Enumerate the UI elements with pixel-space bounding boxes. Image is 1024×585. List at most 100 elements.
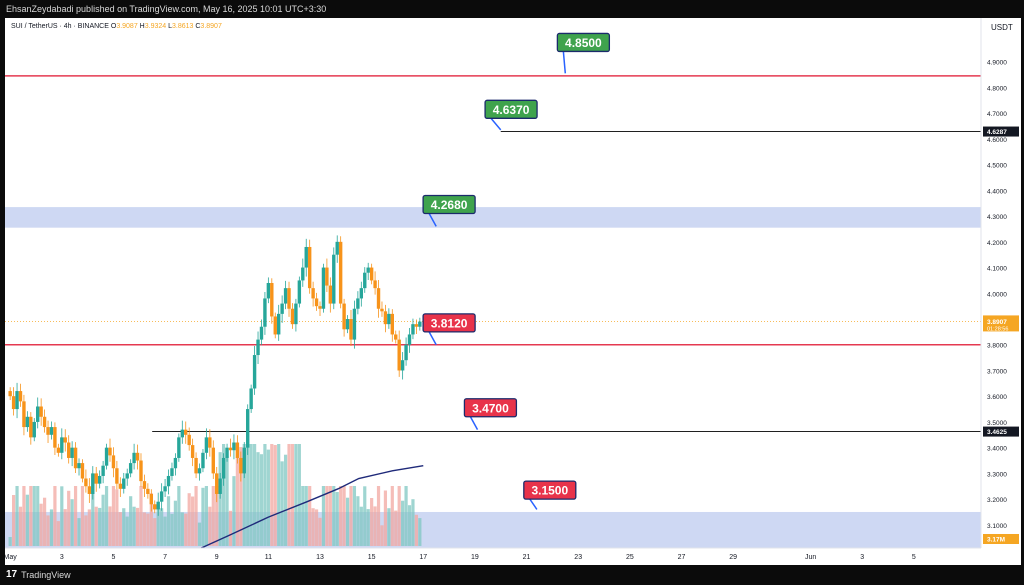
candle-body[interactable] [335, 241, 339, 255]
candle-body[interactable] [42, 416, 47, 428]
candle-body[interactable] [311, 288, 315, 299]
candle-body[interactable] [36, 406, 40, 422]
candle-body[interactable] [108, 447, 112, 456]
candle-body[interactable] [342, 303, 346, 330]
candle-body[interactable] [163, 486, 167, 492]
candle-body[interactable] [266, 283, 271, 299]
candle-body[interactable] [215, 473, 219, 494]
candle-body[interactable] [332, 254, 336, 304]
candle-body[interactable] [366, 267, 370, 273]
candle-body[interactable] [411, 324, 415, 335]
candle-body[interactable] [128, 463, 133, 474]
price-axis[interactable] [981, 18, 1021, 565]
candle-body[interactable] [73, 447, 78, 469]
candle-body[interactable] [369, 267, 374, 281]
candle-body[interactable] [115, 468, 119, 484]
candle-body[interactable] [259, 326, 264, 340]
callout-box-4.6370[interactable] [484, 99, 538, 119]
callout-box-3.1500[interactable] [523, 480, 577, 500]
candle-body[interactable] [232, 442, 236, 451]
candle-body[interactable] [204, 437, 209, 453]
candle-body[interactable] [29, 416, 33, 438]
candle-body[interactable] [125, 473, 129, 479]
candle-body[interactable] [307, 246, 312, 289]
candle-body[interactable] [373, 280, 377, 289]
candle-body[interactable] [187, 434, 191, 446]
candle-body[interactable] [180, 429, 184, 438]
candle-body[interactable] [15, 391, 19, 410]
candle-body[interactable] [270, 283, 274, 317]
candle-body[interactable] [77, 463, 81, 469]
candle-body[interactable] [70, 447, 74, 458]
candle-body[interactable] [139, 460, 143, 482]
candle-body[interactable] [218, 478, 222, 494]
candle-body[interactable] [263, 298, 267, 327]
candle-body[interactable] [194, 457, 198, 474]
candle-body[interactable] [221, 457, 226, 479]
candle-body[interactable] [225, 447, 229, 458]
candle-body[interactable] [197, 468, 202, 474]
candle-body[interactable] [118, 483, 123, 489]
candle-body[interactable] [290, 308, 295, 325]
candle-body[interactable] [276, 313, 281, 335]
candle-body[interactable] [318, 306, 322, 309]
candle-body[interactable] [149, 493, 154, 505]
candle-body[interactable] [418, 321, 422, 327]
candle-body[interactable] [349, 319, 353, 340]
candle-body[interactable] [56, 447, 61, 453]
candle-body[interactable] [400, 360, 405, 371]
candle-body[interactable] [8, 391, 12, 397]
candle-body[interactable] [228, 447, 233, 451]
candle-body[interactable] [256, 339, 260, 356]
candle-body[interactable] [208, 437, 212, 448]
candle-body[interactable] [97, 475, 102, 484]
callout-box-4.8500[interactable] [556, 32, 611, 53]
candle-body[interactable] [287, 288, 291, 309]
candle-body[interactable] [407, 334, 412, 345]
candle-body[interactable] [156, 501, 160, 510]
candle-body[interactable] [135, 452, 140, 461]
candle-body[interactable] [122, 478, 126, 489]
candle-body[interactable] [211, 447, 215, 474]
candle-body[interactable] [166, 475, 171, 487]
candle-body[interactable] [22, 401, 26, 428]
candle-body[interactable] [363, 272, 367, 289]
candle-body[interactable] [352, 308, 357, 340]
candle-body[interactable] [280, 303, 284, 314]
candle-body[interactable] [249, 388, 253, 410]
candle-body[interactable] [91, 473, 95, 494]
candle-body[interactable] [239, 457, 243, 474]
candle-body[interactable] [246, 409, 250, 448]
candle-body[interactable] [153, 504, 157, 510]
candle-body[interactable] [380, 308, 384, 312]
candle-body[interactable] [132, 452, 136, 464]
candle-body[interactable] [101, 465, 105, 476]
candle-body[interactable] [321, 267, 326, 309]
candle-body[interactable] [66, 442, 71, 458]
candle-body[interactable] [325, 267, 329, 286]
candle-body[interactable] [170, 468, 174, 476]
candle-body[interactable] [18, 391, 23, 402]
candle-body[interactable] [252, 355, 257, 389]
candle-body[interactable] [297, 280, 302, 304]
candle-body[interactable] [273, 316, 277, 335]
candle-body[interactable] [338, 241, 343, 304]
candle-body[interactable] [397, 339, 401, 371]
price-chart[interactable]: 4.8500 4.6370 4.2680 3.8120 3.4700 3.1500 USDT… [4, 18, 1021, 565]
candle-body[interactable] [11, 396, 16, 410]
callout-box-3.8120[interactable] [422, 313, 476, 333]
tradingview-logo[interactable]: 17 TradingView [6, 565, 71, 585]
candle-body[interactable] [314, 298, 319, 307]
candle-body[interactable] [414, 324, 419, 327]
candle-body[interactable] [173, 457, 178, 469]
candle-body[interactable] [201, 452, 205, 469]
callout-box-4.2680[interactable] [422, 194, 476, 215]
candle-body[interactable] [376, 288, 381, 309]
candle-body[interactable] [235, 442, 240, 458]
candle-body[interactable] [394, 334, 398, 340]
candle-body[interactable] [53, 427, 57, 448]
candle-body[interactable] [146, 488, 150, 494]
candle-body[interactable] [359, 288, 364, 299]
candle-body[interactable] [177, 437, 181, 458]
candle-body[interactable] [304, 246, 308, 268]
